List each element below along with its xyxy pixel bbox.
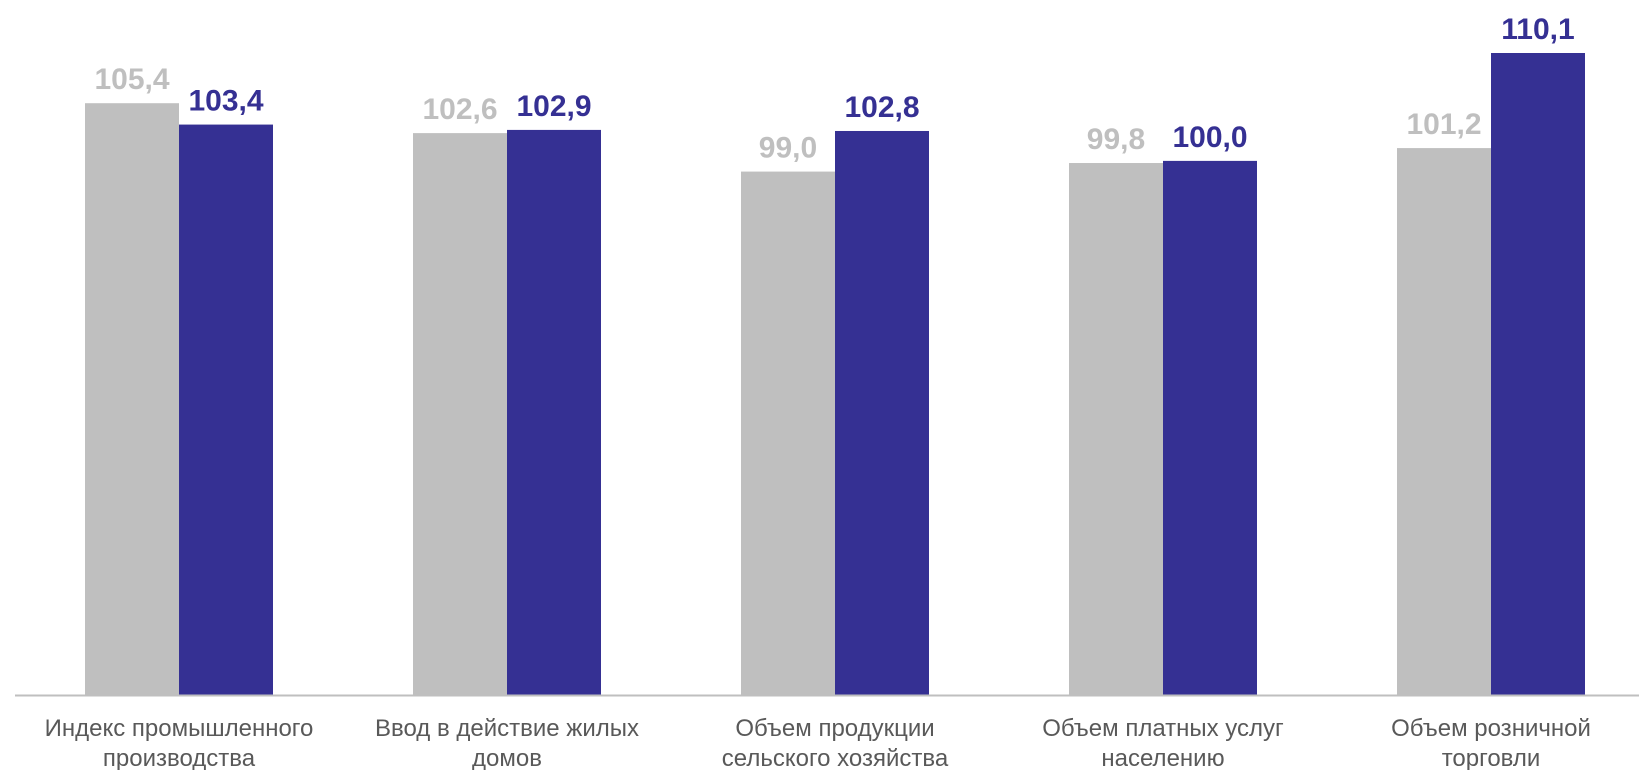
data-label-series-1-2: 102,6	[422, 93, 497, 126]
bar-series-1-5	[1397, 148, 1491, 696]
data-label-series-2-1: 103,4	[188, 85, 263, 118]
category-label-4-line-1: Объем платных услуг	[1042, 715, 1284, 742]
bar-series-1-1	[85, 103, 179, 696]
bar-series-1-3	[741, 171, 835, 695]
category-label-1-line-2: производства	[103, 745, 256, 770]
category-label-3-line-2: сельского хозяйства	[722, 745, 949, 770]
bar-series-2-5	[1491, 53, 1585, 695]
bar-series-1-2	[413, 133, 507, 696]
category-label-4-line-2: населению	[1101, 745, 1224, 770]
data-label-series-1-5: 101,2	[1406, 108, 1481, 141]
bar-series-2-4	[1163, 160, 1257, 695]
category-label-2-line-2: домов	[472, 745, 542, 770]
category-label-5-line-2: торговли	[1442, 745, 1541, 770]
data-label-series-2-5: 110,1	[1501, 13, 1574, 46]
bar-series-2-3	[835, 130, 929, 695]
data-label-series-1-1: 105,4	[94, 63, 169, 96]
data-label-series-1-3: 99,0	[759, 132, 817, 165]
data-label-series-2-2: 102,9	[516, 90, 591, 123]
category-label-3-line-1: Объем продукции	[735, 715, 934, 742]
category-label-1-line-1: Индекс промышленного	[45, 715, 314, 742]
data-label-series-1-4: 99,8	[1087, 123, 1145, 156]
data-label-series-2-3: 102,8	[844, 91, 919, 124]
bar-series-2-1	[179, 124, 273, 695]
data-label-series-2-4: 100,0	[1172, 121, 1247, 154]
category-label-5-line-1: Объем розничной	[1391, 715, 1591, 742]
bar-series-2-2	[507, 129, 601, 696]
category-label-2-line-1: Ввод в действие жилых	[375, 715, 639, 742]
bar-series-1-4	[1069, 163, 1163, 696]
